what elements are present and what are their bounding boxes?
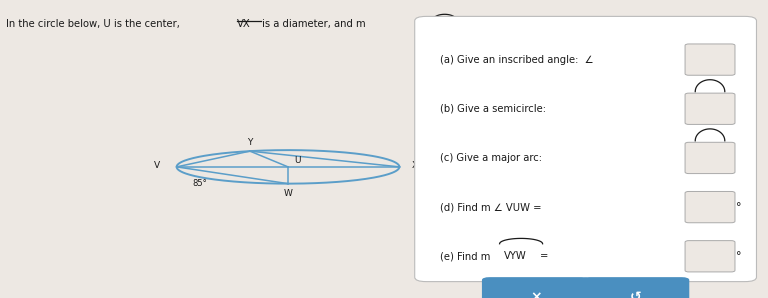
Text: W: W: [283, 189, 293, 198]
FancyBboxPatch shape: [685, 44, 735, 75]
FancyBboxPatch shape: [482, 277, 590, 298]
Text: °: °: [736, 202, 741, 212]
Text: Y: Y: [247, 138, 253, 147]
Text: ↺: ↺: [630, 290, 641, 298]
Text: VYW: VYW: [504, 251, 527, 261]
Text: VW: VW: [432, 19, 449, 30]
FancyBboxPatch shape: [582, 277, 690, 298]
Text: (e) Find m: (e) Find m: [440, 251, 491, 261]
FancyBboxPatch shape: [685, 93, 735, 125]
Text: °: °: [736, 251, 741, 261]
Text: is a diameter, and m: is a diameter, and m: [262, 19, 366, 30]
Text: U: U: [294, 156, 300, 165]
FancyBboxPatch shape: [685, 142, 735, 173]
FancyBboxPatch shape: [415, 16, 756, 282]
FancyBboxPatch shape: [685, 241, 735, 272]
Text: (d) Find m ∠ VUW =: (d) Find m ∠ VUW =: [440, 202, 541, 212]
Text: (b) Give a semicircle:: (b) Give a semicircle:: [440, 104, 546, 114]
Text: =: =: [540, 251, 548, 261]
Text: X: X: [412, 161, 418, 170]
Text: VX: VX: [237, 19, 250, 30]
Text: ×: ×: [530, 290, 541, 298]
Text: = 85°. Use this information to fill in the blanks.: = 85°. Use this information to fill in t…: [458, 19, 694, 30]
FancyBboxPatch shape: [685, 192, 735, 223]
Text: (a) Give an inscribed angle:  ∠: (a) Give an inscribed angle: ∠: [440, 55, 594, 65]
Text: V: V: [154, 161, 161, 170]
Text: In the circle below, U is the center,: In the circle below, U is the center,: [6, 19, 180, 30]
Text: (c) Give a major arc:: (c) Give a major arc:: [440, 153, 542, 163]
Text: 85°: 85°: [192, 179, 207, 188]
